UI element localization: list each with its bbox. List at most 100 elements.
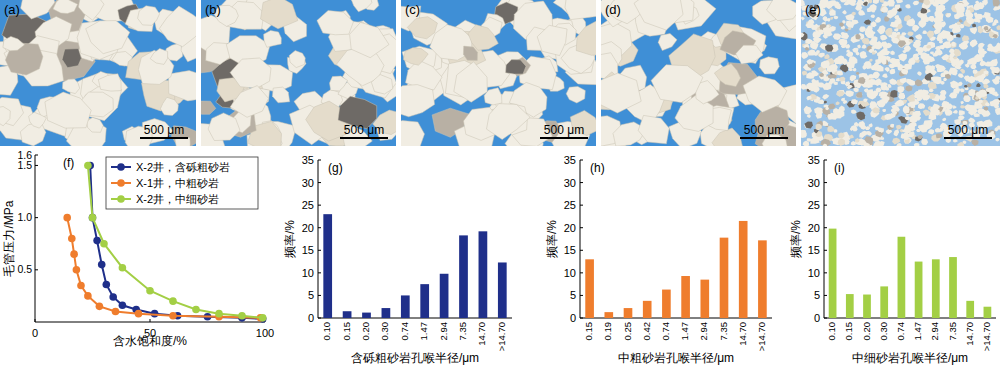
grain — [86, 117, 103, 132]
x-tick-label: 0.42 — [641, 322, 652, 341]
grain — [965, 10, 971, 15]
grain — [844, 2, 849, 6]
panel-label: (h) — [590, 161, 605, 175]
grain — [823, 83, 832, 90]
grain — [401, 85, 435, 117]
grain — [997, 43, 1000, 47]
scale-bar-label: 500 μm — [344, 123, 384, 137]
grain — [992, 99, 1000, 107]
grain — [169, 71, 197, 101]
grain — [895, 0, 903, 3]
grain — [946, 14, 951, 17]
grain — [905, 45, 912, 50]
grain — [804, 107, 812, 114]
grain — [910, 104, 915, 108]
grain — [849, 135, 854, 139]
grain — [856, 92, 862, 98]
grain — [956, 3, 965, 10]
y-tick — [318, 272, 321, 273]
data-point — [63, 214, 71, 222]
grain — [898, 116, 903, 120]
scale-bar — [944, 137, 992, 139]
grain — [922, 94, 930, 100]
grain — [927, 9, 931, 13]
grain — [208, 113, 240, 141]
grain — [921, 139, 928, 146]
grain — [537, 25, 567, 55]
grain — [807, 114, 811, 118]
grain — [846, 21, 855, 28]
grain — [960, 105, 965, 108]
grain — [807, 59, 813, 65]
grain — [976, 83, 981, 87]
legend-marker — [117, 179, 125, 187]
grain — [978, 108, 986, 114]
y-tick-label: 10 — [564, 267, 576, 279]
grain — [975, 1, 979, 5]
grain — [905, 116, 910, 120]
grain — [873, 141, 882, 146]
bar — [758, 240, 767, 318]
bar — [585, 259, 594, 318]
grain — [872, 107, 880, 113]
chart-i: 051015202530350.100.150.200.300.741.472.… — [789, 154, 996, 365]
grain — [880, 50, 890, 56]
y-tick — [580, 205, 583, 206]
grain — [899, 92, 905, 97]
x-tick-label: 0.15 — [341, 322, 352, 341]
grain — [993, 6, 1000, 11]
scale-bar — [540, 137, 588, 139]
grain — [993, 0, 1000, 6]
grain — [961, 101, 964, 105]
grain — [864, 19, 871, 24]
photo-image — [0, 0, 196, 146]
y-axis — [35, 155, 36, 322]
grain — [856, 2, 861, 7]
grain — [814, 24, 818, 28]
y-tick-label: 35 — [302, 154, 314, 166]
grain — [371, 75, 392, 95]
y-tick — [318, 295, 321, 296]
grain — [859, 133, 865, 138]
bar — [343, 311, 352, 318]
data-point — [146, 287, 154, 295]
grain — [830, 17, 833, 20]
data-point — [100, 240, 108, 248]
grain — [801, 52, 808, 59]
grain — [892, 138, 900, 145]
y-tick-label: 5 — [308, 289, 314, 301]
grain — [842, 10, 847, 14]
grain — [953, 139, 958, 142]
grain — [810, 41, 818, 49]
grain — [931, 77, 935, 80]
grain — [964, 87, 968, 90]
grain — [868, 132, 872, 136]
grain — [923, 0, 930, 5]
y-tick — [580, 272, 583, 273]
grain — [882, 74, 888, 79]
grain — [882, 109, 886, 112]
grain — [941, 54, 949, 60]
grain — [962, 70, 966, 74]
grain — [801, 84, 807, 90]
grain — [3, 36, 25, 50]
grain — [816, 38, 821, 42]
grain — [909, 80, 916, 86]
grain — [983, 51, 988, 55]
y-tick — [318, 182, 321, 183]
grain — [953, 88, 961, 94]
grain — [922, 44, 932, 51]
grain — [62, 79, 79, 94]
y-tick — [35, 269, 38, 270]
grain — [912, 111, 921, 117]
x-tick-label: 100 — [256, 327, 274, 339]
grain — [760, 57, 780, 74]
grain — [958, 73, 964, 78]
y-tick-label: 30 — [564, 177, 576, 189]
panel-label: (a) — [4, 2, 20, 17]
grain — [818, 30, 824, 36]
grain — [894, 132, 899, 137]
y-tick — [580, 318, 583, 319]
x-tick-label: 2.94 — [698, 322, 709, 341]
grain — [921, 53, 929, 61]
